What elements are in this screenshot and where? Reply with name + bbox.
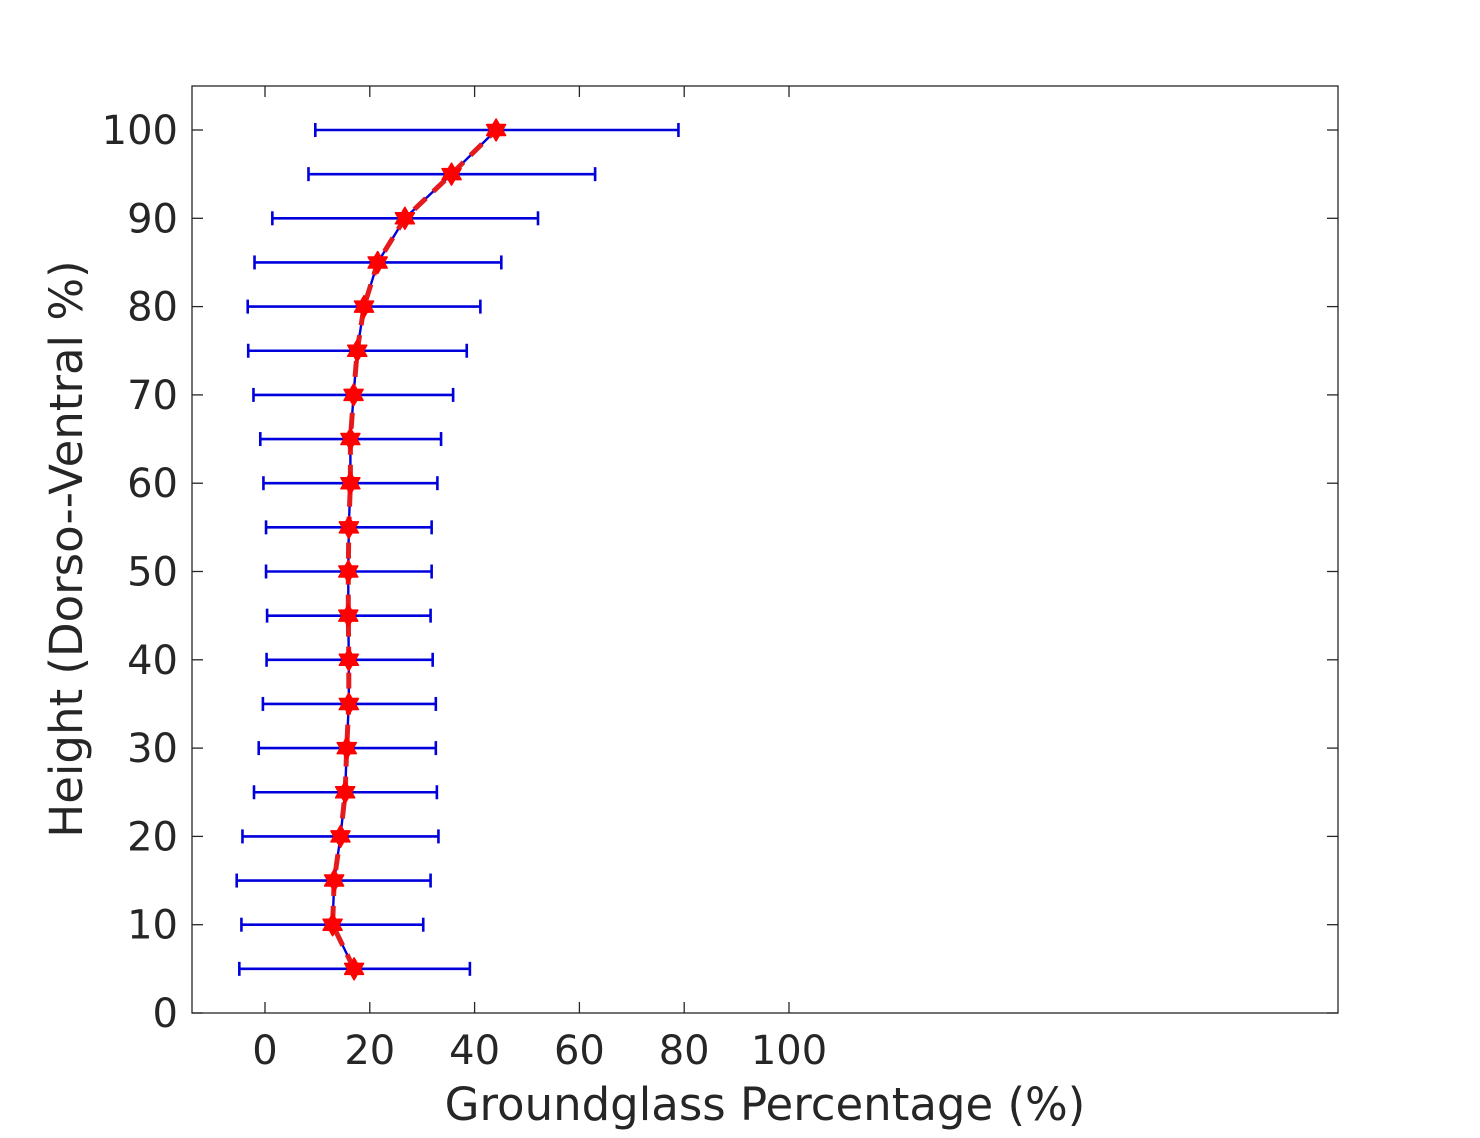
data-point-marker [485,118,507,142]
axes-box [191,85,1339,1014]
y-tick-label: 60 [127,461,178,507]
x-tick-label: 80 [659,1028,710,1074]
x-axis: 0 20 40 60 80 100 [252,86,827,1074]
plot-area [192,86,1338,1013]
data-point-marker [343,957,365,981]
x-tick-label: 100 [751,1028,827,1074]
y-tick-label: 90 [127,196,178,242]
data-point-marker [338,559,359,584]
y-axis: 0 10 20 30 40 50 60 70 80 90 100 [102,108,1338,1037]
y-tick-label: 70 [127,373,178,419]
x-tick-label: 40 [449,1028,500,1074]
data-point-marker [343,383,364,407]
data-point-marker [338,692,360,716]
data-point-marker [330,824,351,849]
y-tick-label: 40 [127,638,178,684]
x-axis-title: Groundglass Percentage (%) [445,1078,1086,1131]
data-point-marker [367,250,388,275]
x-tick-label: 0 [252,1028,277,1074]
y-tick-label: 30 [127,726,178,772]
y-tick-label: 80 [127,285,178,331]
y-tick-label: 20 [127,814,178,860]
data-point-marker [353,294,375,319]
data-point-marker [338,648,360,672]
data-point-marker [441,162,462,186]
data-point-marker [340,471,361,495]
y-tick-label: 50 [127,550,178,596]
data-point-marker [338,515,360,540]
y-axis-title: Height (Dorso--Ventral %) [40,260,93,837]
y-tick-label: 10 [127,903,178,949]
y-tick-label: 0 [153,991,178,1037]
marker-layer [322,118,507,981]
data-point-marker [394,206,416,231]
data-point-marker [338,603,359,628]
x-tick-label: 60 [554,1028,605,1074]
data-point-marker [346,339,368,363]
x-tick-label: 20 [344,1028,395,1074]
data-point-marker [336,736,358,760]
y-tick-label: 100 [102,108,178,154]
data-point-marker [334,780,356,805]
data-point-marker [322,912,343,937]
data-point-marker [323,868,345,893]
data-point-marker [340,427,361,451]
